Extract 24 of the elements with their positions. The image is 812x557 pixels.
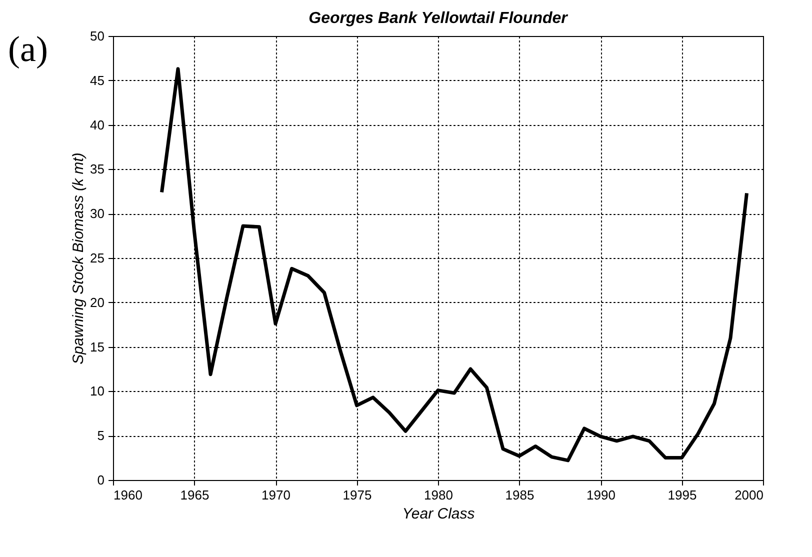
x-tick-label: 1975 [342, 488, 372, 502]
x-tick-label: 1990 [586, 488, 616, 502]
x-tick-label: 1960 [114, 488, 142, 502]
y-tick-label: 50 [90, 28, 104, 44]
y-tick-label: 0 [97, 472, 104, 488]
y-tick-label: 40 [90, 117, 104, 132]
x-tick-label: 2000 [734, 488, 764, 502]
y-tick-label: 30 [90, 206, 104, 222]
y-tick-label: 20 [90, 294, 104, 310]
y-tick-label: 5 [97, 428, 104, 444]
y-axis-title: Spawning Stock Biomass (k mt) [70, 152, 88, 364]
y-tick-label: 45 [90, 72, 104, 88]
x-tick-label: 1970 [262, 488, 290, 502]
x-axis-title: Year Class [402, 506, 476, 522]
y-tick-label: 15 [90, 339, 104, 354]
text: (a) [8, 28, 48, 70]
x-tick-label: 1965 [180, 488, 210, 502]
y-tick-label: 25 [90, 250, 104, 266]
x-tick-label: 1980 [424, 488, 453, 502]
y-tick-label: 10 [90, 384, 104, 399]
x-tick-label: 1995 [668, 488, 697, 502]
y-tick-label: 35 [90, 162, 104, 177]
x-tick-label: 1985 [505, 488, 534, 502]
chart-title: Georges Bank Yellowtail Flounder [308, 10, 568, 27]
